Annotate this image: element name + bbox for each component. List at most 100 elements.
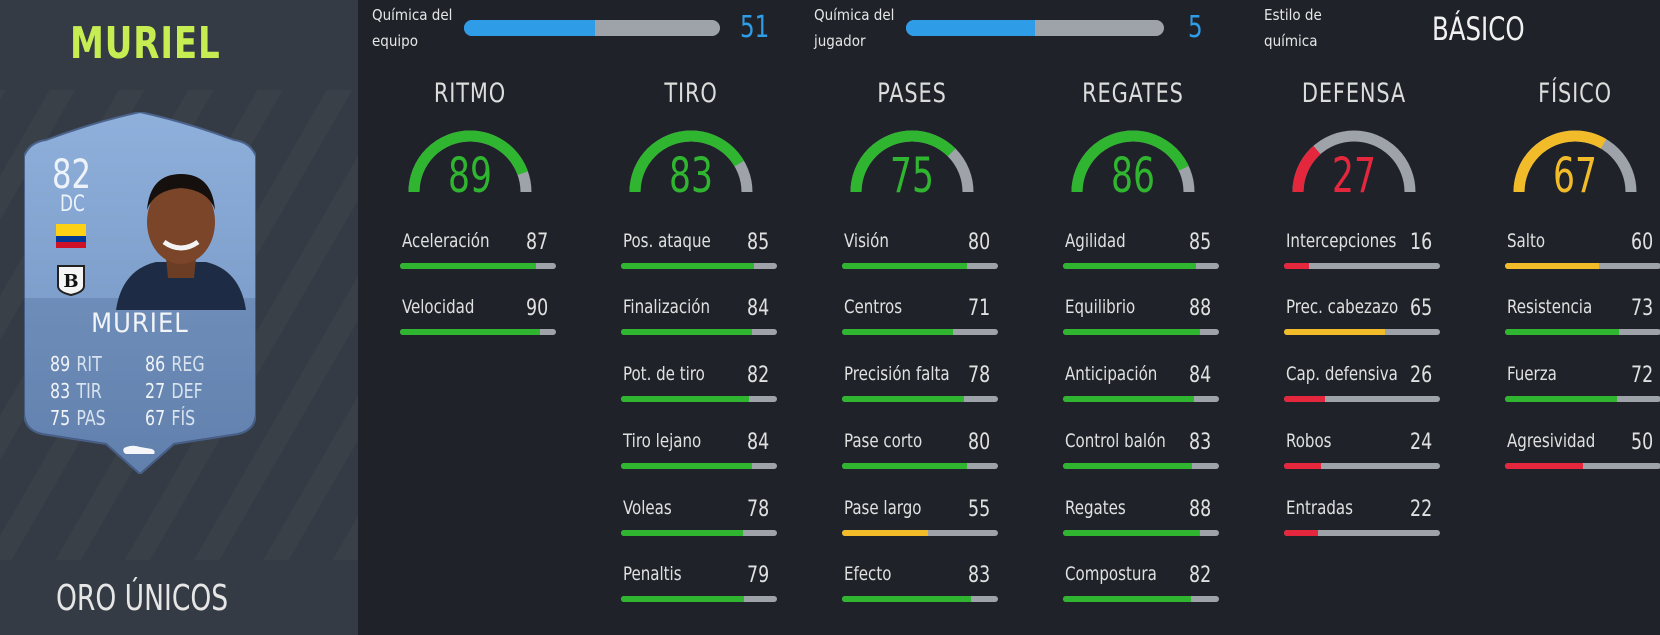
attribute-bar	[400, 329, 556, 335]
colombia-flag-icon	[56, 224, 86, 248]
attribute-bar	[1505, 396, 1660, 402]
attribute-value: 80	[967, 230, 990, 255]
attribute-value: 72	[1630, 363, 1653, 388]
attribute-bar	[1063, 596, 1219, 602]
gauge-fill	[629, 130, 753, 193]
attribute-label: Agresividad	[1507, 430, 1596, 452]
attribute-label: Robos	[1286, 430, 1332, 452]
attribute-bar-fill	[842, 396, 964, 402]
card-stats: 89 RIT 86 REG 83 TIR 27 DEF 75 PAS 67 FÍS	[50, 352, 240, 430]
attribute-label: Pot. de tiro	[623, 363, 705, 385]
category-gauge	[408, 130, 532, 193]
attribute-bar	[621, 263, 777, 269]
category-gauge	[629, 130, 753, 193]
attribute-bar	[621, 596, 777, 602]
gauge-fill	[1292, 130, 1416, 193]
attribute-value: 78	[746, 497, 769, 522]
attribute-row: Equilibrio 88	[1063, 296, 1221, 336]
attribute-bar	[1284, 530, 1440, 536]
category-value: 83	[669, 148, 713, 204]
attribute-row: Finalización 84	[621, 296, 779, 336]
attribute-row: Velocidad 90	[400, 296, 558, 336]
attribute-row: Visión 80	[842, 230, 1000, 270]
attribute-bar	[842, 463, 998, 469]
card-player-name: MURIEL	[91, 308, 189, 339]
attribute-bar	[1505, 263, 1660, 269]
attribute-value: 82	[1188, 563, 1211, 588]
attribute-row: Compostura 82	[1063, 563, 1221, 603]
attribute-row: Cap. defensiva 26	[1284, 363, 1442, 403]
attribute-value: 65	[1409, 296, 1432, 321]
attribute-row: Resistencia 73	[1505, 296, 1660, 336]
attribute-label: Tiro lejano	[623, 430, 702, 452]
team-chemistry-value: 51	[740, 10, 770, 45]
team-chemistry-fill	[464, 20, 595, 36]
attribute-bar	[1505, 463, 1660, 469]
gauge-fill	[1513, 130, 1637, 193]
gauge-fill	[850, 130, 974, 193]
svg-text:B: B	[63, 271, 78, 292]
attribute-value: 16	[1409, 230, 1432, 255]
attribute-row: Pos. ataque 85	[621, 230, 779, 270]
attribute-bar-fill	[621, 329, 753, 335]
attribute-bar	[842, 596, 998, 602]
attribute-value: 83	[1188, 430, 1211, 455]
attribute-row: Precisión falta 78	[842, 363, 1000, 403]
category-title: RITMO	[433, 78, 507, 109]
attribute-value: 84	[746, 430, 769, 455]
attribute-label: Cap. defensiva	[1286, 363, 1398, 385]
attribute-bar-fill	[1284, 329, 1386, 335]
player-card: 82 DC B MURIEL 89 RIT 86 REG 83 TIR 27 DEF 7…	[24, 112, 256, 474]
category-title: DEFENSA	[1301, 78, 1407, 109]
chemistry-style-value[interactable]: BÁSICO	[1432, 10, 1525, 48]
attribute-bar	[621, 329, 777, 335]
attribute-label: Control balón	[1065, 430, 1166, 452]
category-value: 75	[890, 148, 934, 204]
attribute-bar	[621, 530, 777, 536]
attribute-bar	[400, 263, 556, 269]
attribute-bar	[1284, 329, 1440, 335]
attribute-bar	[1063, 329, 1219, 335]
attribute-row: Efecto 83	[842, 563, 1000, 603]
attribute-bar-fill	[400, 329, 541, 335]
attribute-bar-fill	[842, 329, 953, 335]
attribute-label: Equilibrio	[1065, 296, 1136, 318]
attribute-row: Aceleración 87	[400, 230, 558, 270]
attribute-value: 85	[1188, 230, 1211, 255]
attribute-value: 85	[746, 230, 769, 255]
attribute-bar-fill	[842, 530, 928, 536]
attribute-bar	[621, 396, 777, 402]
attribute-value: 22	[1409, 497, 1432, 522]
attribute-label: Regates	[1065, 497, 1126, 519]
attribute-bar	[1063, 263, 1219, 269]
attribute-label: Visión	[844, 230, 889, 252]
attribute-label: Aceleración	[402, 230, 490, 252]
attribute-row: Tiro lejano 84	[621, 430, 779, 470]
attribute-bar-fill	[842, 596, 972, 602]
attribute-bar	[1063, 463, 1219, 469]
attribute-value: 80	[967, 430, 990, 455]
attribute-bar	[1505, 329, 1660, 335]
attribute-bar-fill	[1063, 530, 1201, 536]
attribute-value: 73	[1630, 296, 1653, 321]
attribute-bar	[1063, 530, 1219, 536]
attribute-value: 26	[1409, 363, 1432, 388]
attribute-bar-fill	[621, 463, 753, 469]
attribute-value: 24	[1409, 430, 1432, 455]
player-photo	[116, 174, 246, 310]
attribute-row: Voleas 78	[621, 497, 779, 537]
category-gauge	[1071, 130, 1195, 193]
category-gauge	[1292, 130, 1416, 193]
category-title: PASES	[877, 78, 947, 109]
attribute-value: 88	[1188, 296, 1211, 321]
attribute-bar-fill	[1284, 463, 1322, 469]
attribute-label: Velocidad	[402, 296, 475, 318]
attribute-bar	[1284, 396, 1440, 402]
card-stat: 89 RIT	[50, 352, 102, 376]
attribute-row: Centros 71	[842, 296, 1000, 336]
attribute-bar	[842, 530, 998, 536]
attribute-row: Fuerza 72	[1505, 363, 1660, 403]
category-value: 27	[1332, 148, 1376, 204]
attribute-bar-fill	[1505, 396, 1618, 402]
attribute-row: Pot. de tiro 82	[621, 363, 779, 403]
